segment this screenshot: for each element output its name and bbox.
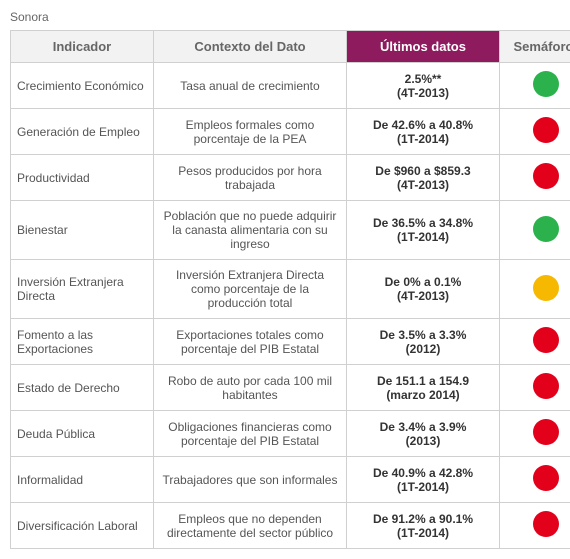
cell-contexto: Trabajadores que son informales <box>154 457 347 503</box>
datos-line2: (1T-2014) <box>353 230 493 244</box>
cell-semaforo <box>500 365 570 411</box>
semaforo-dot-icon <box>533 419 559 445</box>
datos-line2: (2013) <box>353 434 493 448</box>
table-row: Generación de EmpleoEmpleos formales com… <box>11 109 570 155</box>
cell-indicador: Estado de Derecho <box>11 365 154 411</box>
cell-semaforo <box>500 319 570 365</box>
table-row: ProductividadPesos producidos por hora t… <box>11 155 570 201</box>
cell-semaforo <box>500 201 570 260</box>
indicators-table: Indicador Contexto del Dato Últimos dato… <box>10 30 570 549</box>
semaforo-dot-icon <box>533 327 559 353</box>
cell-semaforo <box>500 503 570 549</box>
cell-contexto: Inversión Extranjera Directa como porcen… <box>154 260 347 319</box>
cell-datos: 2.5%**(4T-2013) <box>347 63 500 109</box>
datos-line1: De 42.6% a 40.8% <box>353 118 493 132</box>
table-row: Deuda PúblicaObligaciones financieras co… <box>11 411 570 457</box>
datos-line1: De 40.9% a 42.8% <box>353 466 493 480</box>
header-contexto: Contexto del Dato <box>154 31 347 63</box>
table-row: Fomento a las ExportacionesExportaciones… <box>11 319 570 365</box>
cell-indicador: Bienestar <box>11 201 154 260</box>
datos-line2: (marzo 2014) <box>353 388 493 402</box>
cell-semaforo <box>500 457 570 503</box>
datos-line1: De 91.2% a 90.1% <box>353 512 493 526</box>
cell-datos: De $960 a $859.3(4T-2013) <box>347 155 500 201</box>
region-title: Sonora <box>10 10 560 24</box>
header-indicador: Indicador <box>11 31 154 63</box>
datos-line1: De 151.1 a 154.9 <box>353 374 493 388</box>
semaforo-dot-icon <box>533 71 559 97</box>
semaforo-dot-icon <box>533 275 559 301</box>
table-row: InformalidadTrabajadores que son informa… <box>11 457 570 503</box>
semaforo-dot-icon <box>533 216 559 242</box>
datos-line1: De 36.5% a 34.8% <box>353 216 493 230</box>
cell-semaforo <box>500 155 570 201</box>
cell-semaforo <box>500 411 570 457</box>
datos-line2: (1T-2014) <box>353 132 493 146</box>
cell-datos: De 151.1 a 154.9(marzo 2014) <box>347 365 500 411</box>
cell-contexto: Tasa anual de crecimiento <box>154 63 347 109</box>
datos-line2: (1T-2014) <box>353 480 493 494</box>
semaforo-dot-icon <box>533 163 559 189</box>
datos-line1: De 0% a 0.1% <box>353 275 493 289</box>
table-row: BienestarPoblación que no puede adquirir… <box>11 201 570 260</box>
cell-semaforo <box>500 109 570 155</box>
semaforo-dot-icon <box>533 117 559 143</box>
datos-line2: (1T-2014) <box>353 526 493 540</box>
table-row: Crecimiento EconómicoTasa anual de creci… <box>11 63 570 109</box>
cell-datos: De 3.5% a 3.3%(2012) <box>347 319 500 365</box>
datos-line2: (4T-2013) <box>353 289 493 303</box>
cell-indicador: Crecimiento Económico <box>11 63 154 109</box>
cell-indicador: Informalidad <box>11 457 154 503</box>
cell-indicador: Deuda Pública <box>11 411 154 457</box>
cell-semaforo <box>500 260 570 319</box>
cell-semaforo <box>500 63 570 109</box>
datos-line2: (4T-2013) <box>353 86 493 100</box>
cell-datos: De 42.6% a 40.8%(1T-2014) <box>347 109 500 155</box>
cell-contexto: Robo de auto por cada 100 mil habitantes <box>154 365 347 411</box>
datos-line2: (4T-2013) <box>353 178 493 192</box>
cell-datos: De 36.5% a 34.8%(1T-2014) <box>347 201 500 260</box>
cell-datos: De 0% a 0.1%(4T-2013) <box>347 260 500 319</box>
table-row: Diversificación LaboralEmpleos que no de… <box>11 503 570 549</box>
cell-indicador: Inversión Extranjera Directa <box>11 260 154 319</box>
header-datos: Últimos datos <box>347 31 500 63</box>
datos-line1: 2.5%** <box>353 72 493 86</box>
cell-contexto: Población que no puede adquirir la canas… <box>154 201 347 260</box>
table-header-row: Indicador Contexto del Dato Últimos dato… <box>11 31 570 63</box>
table-row: Inversión Extranjera DirectaInversión Ex… <box>11 260 570 319</box>
header-semaforo: Semáforo* <box>500 31 570 63</box>
semaforo-dot-icon <box>533 511 559 537</box>
cell-datos: De 40.9% a 42.8%(1T-2014) <box>347 457 500 503</box>
cell-indicador: Diversificación Laboral <box>11 503 154 549</box>
cell-indicador: Fomento a las Exportaciones <box>11 319 154 365</box>
cell-datos: De 3.4% a 3.9%(2013) <box>347 411 500 457</box>
cell-indicador: Generación de Empleo <box>11 109 154 155</box>
cell-contexto: Obligaciones financieras como porcentaje… <box>154 411 347 457</box>
cell-contexto: Empleos formales como porcentaje de la P… <box>154 109 347 155</box>
datos-line2: (2012) <box>353 342 493 356</box>
semaforo-dot-icon <box>533 465 559 491</box>
datos-line1: De $960 a $859.3 <box>353 164 493 178</box>
table-row: Estado de DerechoRobo de auto por cada 1… <box>11 365 570 411</box>
datos-line1: De 3.4% a 3.9% <box>353 420 493 434</box>
datos-line1: De 3.5% a 3.3% <box>353 328 493 342</box>
cell-indicador: Productividad <box>11 155 154 201</box>
cell-contexto: Pesos producidos por hora trabajada <box>154 155 347 201</box>
cell-contexto: Empleos que no dependen directamente del… <box>154 503 347 549</box>
cell-datos: De 91.2% a 90.1%(1T-2014) <box>347 503 500 549</box>
cell-contexto: Exportaciones totales como porcentaje de… <box>154 319 347 365</box>
semaforo-dot-icon <box>533 373 559 399</box>
